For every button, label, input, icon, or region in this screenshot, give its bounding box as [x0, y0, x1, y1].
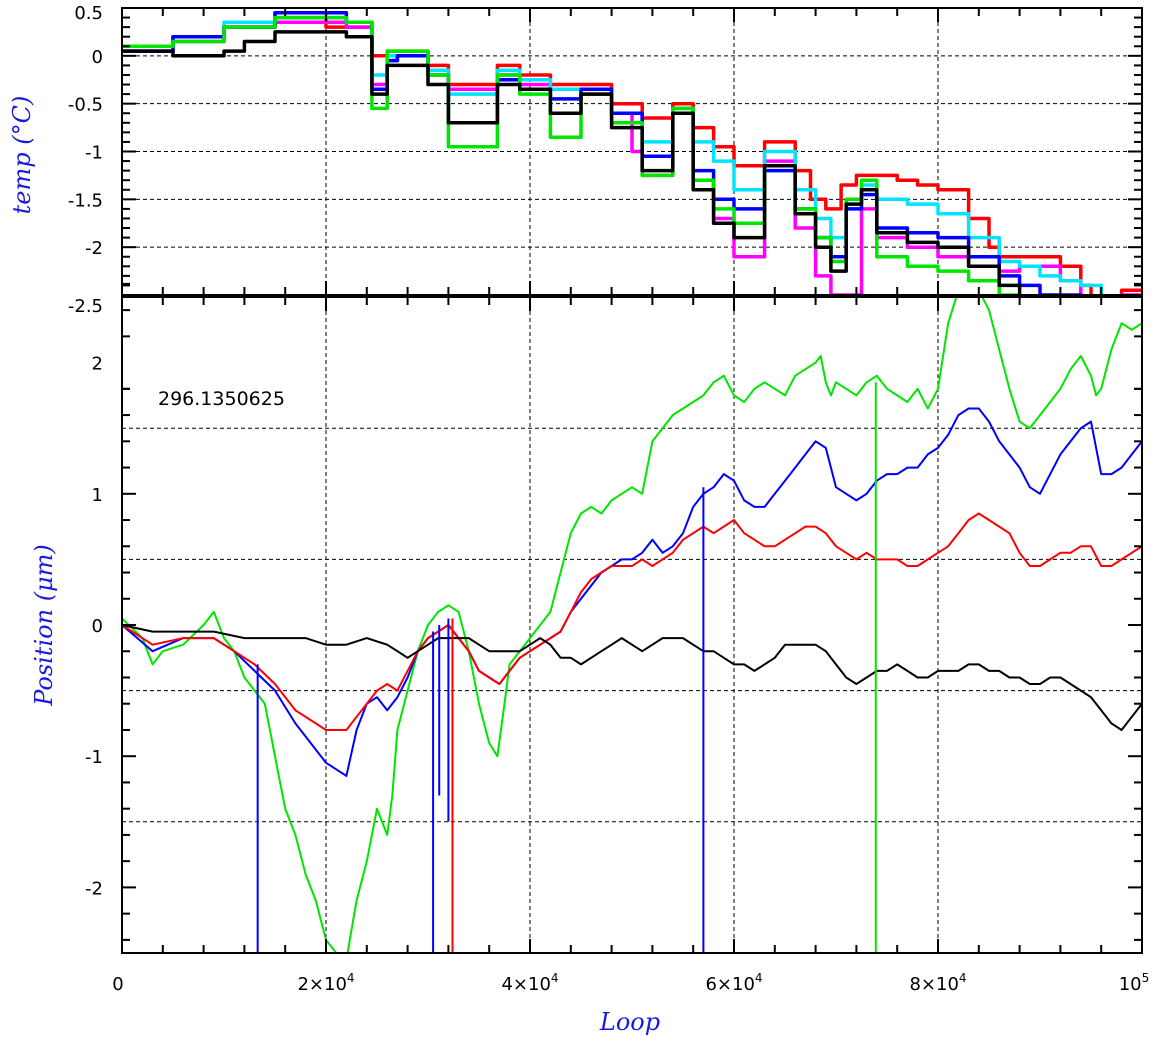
top-y-axis-title: temp (°C) [8, 96, 36, 215]
top-panel-series [122, 11, 1142, 295]
x-tick-label: 105 [1119, 971, 1150, 995]
top-y-tick-label: 0.5 [74, 3, 103, 24]
bottom-y-tick-label: 0 [92, 616, 103, 637]
bottom-series-line-0 [122, 297, 1142, 953]
bottom-panel-series [122, 297, 1142, 953]
top-panel-grid [122, 8, 1142, 295]
top-series-line-3 [122, 11, 1083, 295]
bottom-y-axis-title: Position (μm) [30, 544, 58, 707]
bottom-series-line-2 [122, 512, 1142, 731]
bottom-y-tick-label: -2 [85, 878, 103, 899]
bottom-y-tick-label: 1 [92, 485, 103, 506]
x-tick-label: 4×104 [501, 971, 558, 995]
top-y-tick-label: -0.5 [68, 95, 103, 116]
x-tick-label: 8×104 [909, 971, 966, 995]
bottom-y-tick-label: 2 [92, 354, 103, 375]
bottom-series-line-3 [122, 624, 1142, 731]
tick-marks [121, 7, 1143, 953]
top-series-line-1 [122, 20, 1142, 295]
bottom-y-tick-label: -1 [85, 747, 103, 768]
tick-labels: 0.5 0 -0.5 -1 -1.5 -2 -2.5 2 1 0 -1 -2 0 2×104 4×104 6×… [68, 3, 1149, 995]
top-y-tick-label: -1.5 [68, 190, 103, 211]
top-y-tick-label: -2 [85, 238, 103, 259]
top-series-line-0 [122, 15, 1142, 295]
bottom-series-line-1 [122, 407, 1142, 777]
bottom-panel-grid [122, 297, 1142, 953]
x-tick-label: 0 [112, 974, 123, 995]
x-tick-label: 6×104 [705, 971, 762, 995]
x-tick-label: 2×104 [297, 971, 354, 995]
annotation-label: 296.1350625 [158, 388, 285, 410]
top-series-line-4 [122, 15, 1022, 295]
top-series-line-5 [122, 30, 1022, 295]
top-y-tick-label: 0 [92, 47, 103, 68]
top-y-tick-label: -2.5 [68, 296, 103, 317]
x-axis-title: Loop [599, 1008, 660, 1036]
top-y-tick-label: -1 [85, 143, 103, 164]
